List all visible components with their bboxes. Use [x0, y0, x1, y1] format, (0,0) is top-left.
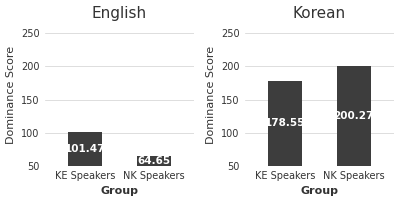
Title: Korean: Korean — [293, 6, 346, 21]
Text: 64.65: 64.65 — [137, 156, 170, 166]
Text: 101.47: 101.47 — [65, 144, 106, 154]
X-axis label: Group: Group — [300, 186, 338, 196]
Y-axis label: Dominance Score: Dominance Score — [206, 45, 216, 144]
X-axis label: Group: Group — [100, 186, 138, 196]
Bar — [336, 66, 371, 166]
Text: 178.55: 178.55 — [265, 118, 306, 128]
Title: English: English — [92, 6, 147, 21]
Text: 200.27: 200.27 — [333, 111, 374, 121]
Y-axis label: Dominance Score: Dominance Score — [6, 45, 16, 144]
Bar — [268, 81, 302, 166]
Bar — [68, 132, 102, 166]
Bar — [136, 156, 171, 166]
